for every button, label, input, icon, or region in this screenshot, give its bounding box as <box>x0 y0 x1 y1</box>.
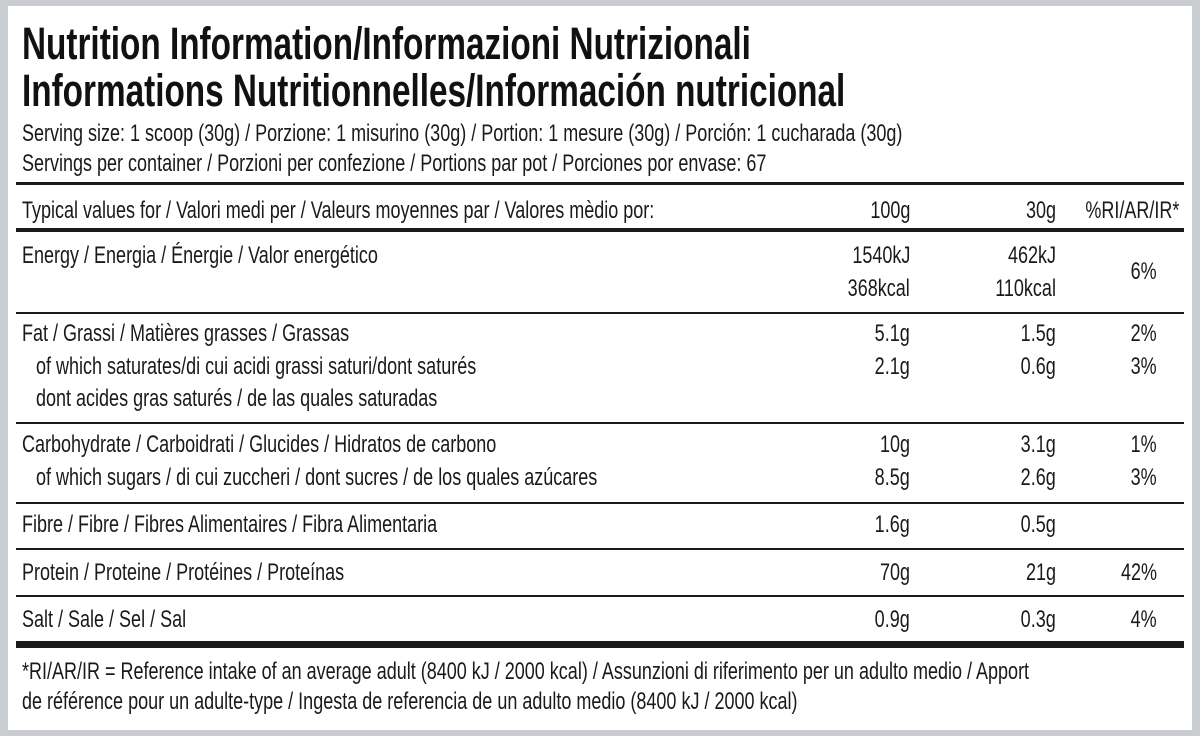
column-header: Typical values for / Valori medi per / V… <box>22 197 655 224</box>
serving-info: Serving size: 1 scoop (30g) / Porzione: … <box>22 120 903 147</box>
value-30g: 2.6g <box>1020 463 1056 491</box>
value-100g: 5.1g <box>874 320 910 347</box>
nutrient-label: of which sugars / di cui zuccheri / dont… <box>36 463 598 491</box>
value-30g: 0.6g <box>1020 352 1056 380</box>
divider <box>16 422 1184 424</box>
nutrient-label: of which saturates/di cui acidi grassi s… <box>36 352 477 380</box>
value-100g: 2.1g <box>874 352 910 380</box>
column-ri: %RI/AR/IR* <box>1084 197 1179 224</box>
value-100g: 368kcal <box>847 274 910 302</box>
divider <box>16 312 1184 314</box>
divider <box>16 502 1184 504</box>
value-ri: 3% <box>1130 352 1157 380</box>
divider <box>16 641 1184 648</box>
nutrient-label: Carbohydrate / Carboidrati / Glucides / … <box>22 431 497 458</box>
value-ri: 4% <box>1130 606 1157 633</box>
nutrient-label: Fibre / Fibre / Fibres Alimentaires / Fi… <box>22 511 438 538</box>
value-100g: 1540kJ <box>851 242 910 269</box>
divider <box>16 228 1184 232</box>
nutrient-label: dont acides gras saturés / de las quales… <box>36 385 438 412</box>
value-100g: 0.9g <box>874 606 910 633</box>
nutrition-label: Nutrition Information/Informazioni Nutri… <box>8 6 1192 730</box>
title: Informations Nutritionnelles/Información… <box>22 65 846 116</box>
value-30g: 0.5g <box>1020 511 1056 538</box>
divider <box>16 595 1184 597</box>
column-100g: 100g <box>869 197 910 224</box>
value-100g: 10g <box>879 431 910 458</box>
footnote: *RI/AR/IR = Reference intake of an avera… <box>22 658 1030 685</box>
value-30g: 21g <box>1025 559 1056 586</box>
value-30g: 0.3g <box>1020 606 1056 633</box>
column-30g: 30g <box>1025 197 1056 224</box>
nutrient-label: Protein / Proteine / Protéines / Proteín… <box>22 559 345 586</box>
title: Nutrition Information/Informazioni Nutri… <box>22 18 751 69</box>
value-ri: 1% <box>1130 431 1157 458</box>
value-30g: 110kcal <box>995 274 1056 302</box>
value-100g: 1.6g <box>874 511 910 538</box>
nutrient-label: Fat / Grassi / Matières grasses / Grassa… <box>22 320 350 347</box>
value-30g: 1.5g <box>1020 320 1056 347</box>
divider <box>16 182 1184 185</box>
value-30g: 462kJ <box>1007 242 1056 269</box>
value-100g: 70g <box>879 559 910 586</box>
value-ri: 2% <box>1130 320 1157 347</box>
serving-info: Servings per container / Porzioni per co… <box>22 150 767 177</box>
divider <box>16 548 1184 550</box>
footnote: de référence pour un adulte-type / Inges… <box>22 688 798 715</box>
value-ri: 6% <box>1130 258 1157 286</box>
nutrient-label: Energy / Energia / Énergie / Valor energ… <box>22 242 378 269</box>
value-100g: 8.5g <box>874 463 910 491</box>
value-30g: 3.1g <box>1020 431 1056 458</box>
nutrient-label: Salt / Sale / Sel / Sal <box>22 606 187 633</box>
value-ri: 3% <box>1130 463 1157 491</box>
value-ri: 42% <box>1120 559 1157 586</box>
